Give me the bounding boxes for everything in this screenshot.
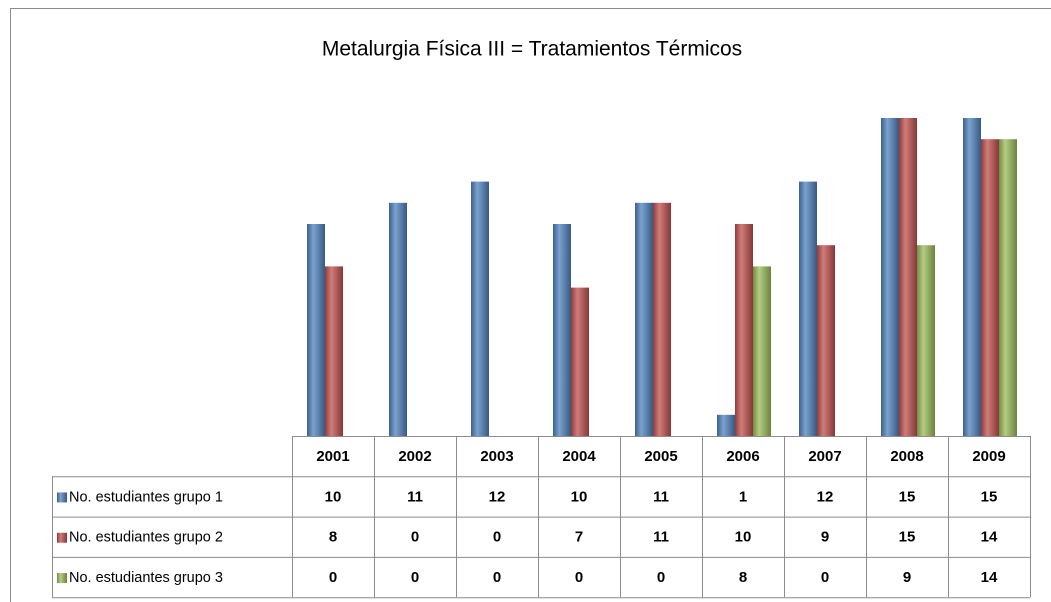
table-value: 0	[329, 569, 337, 586]
x-tick-label: 2006	[726, 448, 759, 465]
bar	[307, 224, 325, 436]
bar	[999, 139, 1017, 436]
legend-label: No. estudiantes grupo 2	[69, 530, 223, 546]
table-value: 7	[575, 529, 583, 546]
table-value: 0	[411, 529, 419, 546]
legend-key	[57, 492, 67, 503]
table-value: 14	[981, 569, 998, 586]
x-tick-label: 2005	[644, 448, 677, 465]
bar	[389, 202, 407, 436]
table-value: 8	[739, 569, 747, 586]
bar	[553, 224, 571, 436]
legend-label: No. estudiantes grupo 1	[69, 489, 223, 505]
x-tick-label: 2002	[398, 448, 431, 465]
bar	[799, 181, 817, 436]
table-value: 0	[821, 569, 829, 586]
table-value: 9	[821, 529, 829, 546]
bar	[717, 414, 735, 436]
bar	[325, 266, 343, 436]
table-value: 11	[407, 488, 423, 505]
table-value: 10	[325, 488, 342, 505]
chart-title: Metalurgia Física III = Tratamientos Tér…	[322, 38, 742, 61]
table-value: 0	[411, 569, 419, 586]
bar	[881, 118, 899, 436]
legend-key	[57, 532, 67, 543]
table-value: 8	[329, 529, 337, 546]
bar	[981, 139, 999, 436]
x-tick-label: 2009	[972, 448, 1005, 465]
chart-border	[10, 8, 1051, 602]
bar	[917, 245, 935, 436]
bar	[899, 118, 917, 436]
table-value: 15	[981, 488, 998, 505]
bar	[735, 224, 753, 436]
table-value: 10	[735, 529, 752, 546]
bar	[653, 202, 671, 436]
x-tick-label: 2004	[562, 448, 596, 465]
x-tick-label: 2001	[316, 448, 349, 465]
legend-key	[57, 573, 67, 584]
bar	[571, 287, 589, 436]
bar	[471, 181, 489, 436]
x-tick-label: 2008	[890, 448, 923, 465]
table-value: 12	[817, 488, 834, 505]
table-value: 11	[653, 488, 669, 505]
table-value: 12	[489, 488, 506, 505]
table-value: 0	[657, 569, 665, 586]
table-value: 10	[571, 488, 588, 505]
table-value: 9	[903, 569, 911, 586]
table-value: 14	[981, 529, 998, 546]
table-value: 1	[739, 488, 747, 505]
table-value: 0	[493, 529, 501, 546]
table-value: 0	[493, 569, 501, 586]
bar	[817, 245, 835, 436]
legend-label: No. estudiantes grupo 3	[69, 570, 223, 586]
table-value: 15	[899, 488, 916, 505]
bar	[753, 266, 771, 436]
table-value: 0	[575, 569, 583, 586]
x-tick-label: 2007	[808, 448, 841, 465]
x-tick-label: 2003	[480, 448, 513, 465]
table-value: 11	[653, 529, 669, 546]
table-value: 15	[899, 529, 916, 546]
bar	[963, 118, 981, 436]
bar	[635, 202, 653, 436]
